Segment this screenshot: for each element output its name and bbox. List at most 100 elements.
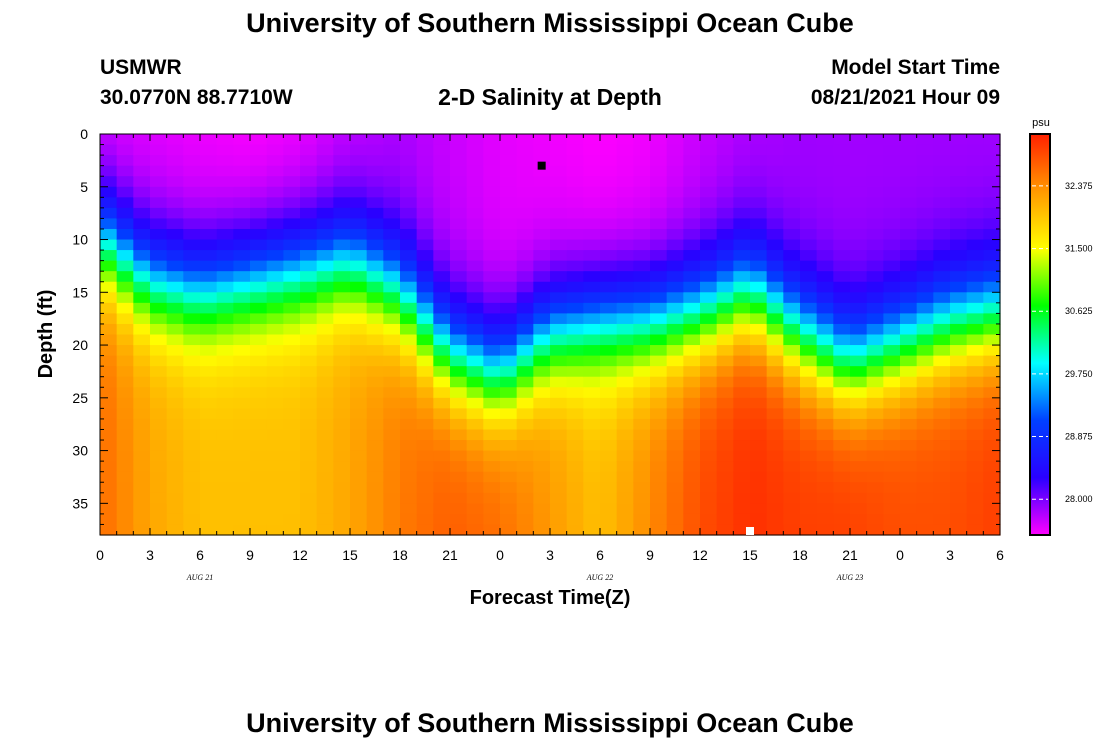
heatmap-cell	[833, 387, 851, 399]
heatmap-cell	[100, 408, 118, 420]
heatmap-cell	[300, 366, 318, 378]
heatmap-cell	[566, 461, 584, 473]
heatmap-cell	[850, 228, 868, 241]
heatmap-cell	[783, 408, 801, 420]
heatmap-cell	[950, 334, 968, 346]
heatmap-cell	[433, 271, 451, 283]
heatmap-cell	[733, 429, 751, 441]
heatmap-cell	[733, 461, 751, 473]
heatmap-cell	[550, 134, 568, 146]
heatmap-cell	[233, 397, 251, 409]
heatmap-cell	[450, 524, 468, 536]
heatmap-cell	[166, 197, 184, 209]
heatmap-cell	[116, 218, 134, 230]
heatmap-cell	[100, 134, 118, 146]
heatmap-cell	[900, 482, 918, 494]
heatmap-cell	[516, 461, 534, 473]
heatmap-cell	[350, 503, 368, 515]
heatmap-cell	[183, 165, 201, 177]
heatmap-cell	[983, 197, 1001, 209]
date-label: AUG 23	[836, 573, 863, 582]
heatmap-cell	[983, 429, 1001, 441]
heatmap-cell	[316, 376, 334, 388]
heatmap-cell	[333, 323, 351, 336]
heatmap-cell	[883, 461, 901, 473]
heatmap-cell	[583, 271, 601, 283]
heatmap-cell	[866, 218, 884, 230]
heatmap-cell	[666, 292, 684, 304]
heatmap-cell	[950, 207, 968, 220]
heatmap-cell	[866, 165, 884, 177]
heatmap-cell	[666, 461, 684, 473]
heatmap-cell	[683, 218, 701, 230]
heatmap-cell	[400, 355, 418, 367]
heatmap-cell	[816, 186, 834, 198]
heatmap-cell	[250, 292, 268, 304]
heatmap-cell	[216, 482, 234, 494]
heatmap-cell	[683, 461, 701, 473]
heatmap-cell	[516, 482, 534, 494]
heatmap-cell	[833, 334, 851, 346]
heatmap-cell	[783, 397, 801, 409]
heatmap-cell	[333, 440, 351, 452]
heatmap-cell	[783, 228, 801, 241]
heatmap-cell	[716, 408, 734, 420]
heatmap-cell	[450, 281, 468, 293]
heatmap-cell	[466, 376, 484, 388]
y-tick-label: 15	[72, 284, 88, 300]
heatmap-cell	[716, 524, 734, 536]
heatmap-cell	[450, 513, 468, 526]
heatmap-cell	[516, 302, 534, 314]
heatmap-cell	[133, 228, 151, 241]
heatmap-cell	[466, 197, 484, 209]
heatmap-cell	[350, 176, 368, 188]
heatmap-cell	[166, 271, 184, 283]
heatmap-cell	[900, 292, 918, 304]
heatmap-cell	[966, 313, 984, 325]
heatmap-cell	[633, 197, 651, 209]
heatmap-cell	[550, 429, 568, 441]
heatmap-cell	[550, 461, 568, 473]
heatmap-cell	[216, 461, 234, 473]
heatmap-cell	[416, 134, 434, 146]
heatmap-cell	[100, 260, 118, 272]
heatmap-cell	[950, 345, 968, 357]
heatmap-cell	[150, 397, 168, 409]
heatmap-cell	[750, 471, 768, 483]
heatmap-cell	[750, 482, 768, 494]
heatmap-cell	[983, 239, 1001, 251]
heatmap-cell	[450, 250, 468, 262]
heatmap-cell	[883, 471, 901, 483]
heatmap-cell	[416, 228, 434, 241]
heatmap-cell	[800, 207, 818, 220]
heatmap-cell	[850, 376, 868, 388]
heatmap-cell	[633, 302, 651, 314]
heatmap-cell	[283, 418, 301, 431]
heatmap-cell	[450, 471, 468, 483]
heatmap-cell	[450, 218, 468, 230]
heatmap-cell	[783, 471, 801, 483]
heatmap-cell	[366, 482, 384, 494]
heatmap-cell	[350, 397, 368, 409]
heatmap-cell	[333, 429, 351, 441]
heatmap-cell	[200, 471, 218, 483]
heatmap-cell	[850, 461, 868, 473]
heatmap-cell	[950, 260, 968, 272]
heatmap-cell	[600, 450, 618, 462]
heatmap-cell	[700, 144, 718, 156]
heatmap-cell	[400, 239, 418, 251]
heatmap-cell	[416, 450, 434, 462]
heatmap-cell	[433, 345, 451, 357]
heatmap-cell	[216, 408, 234, 420]
heatmap-cell	[883, 313, 901, 325]
heatmap-cell	[400, 376, 418, 388]
heatmap-cell	[166, 218, 184, 230]
heatmap-cell	[183, 461, 201, 473]
heatmap-cell	[333, 503, 351, 515]
heatmap-cell	[283, 218, 301, 230]
heatmap-cell	[166, 334, 184, 346]
heatmap-cell	[650, 503, 668, 515]
heatmap-cell	[300, 313, 318, 325]
heatmap-cell	[116, 492, 134, 504]
heatmap-cell	[183, 513, 201, 526]
